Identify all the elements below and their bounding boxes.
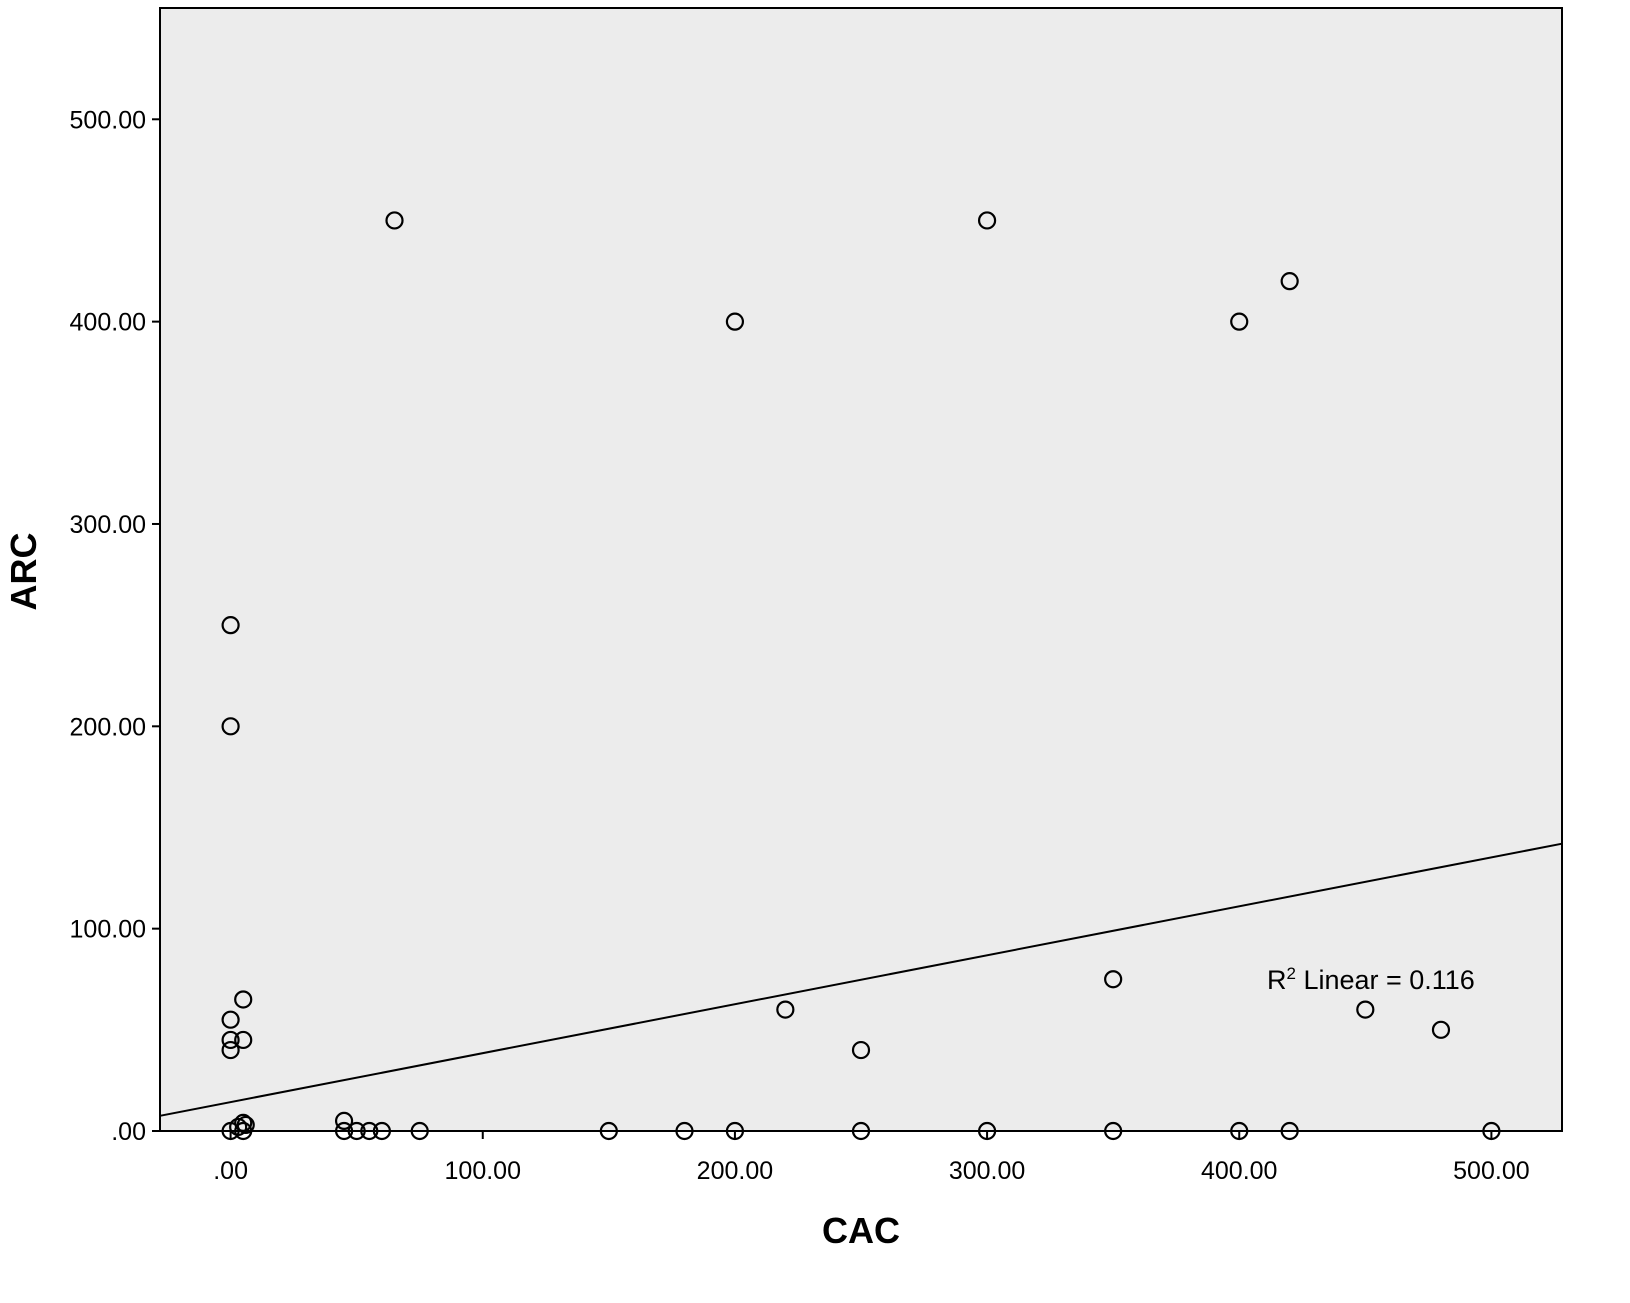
data-point — [221, 1040, 240, 1060]
y-tick-label: 300.00 — [70, 511, 146, 539]
data-point — [221, 1010, 240, 1029]
data-point — [234, 1113, 253, 1133]
data-point — [221, 717, 240, 736]
x-tick-label: 200.00 — [697, 1157, 773, 1185]
y-tick-label: 200.00 — [70, 713, 146, 741]
data-point — [229, 1117, 248, 1137]
x-axis-title: CAC — [822, 1210, 900, 1251]
data-point — [1431, 1020, 1451, 1039]
data-point — [347, 1121, 366, 1141]
x-tick-label: 500.00 — [1453, 1157, 1529, 1185]
data-point — [372, 1121, 391, 1141]
data-point — [410, 1121, 429, 1141]
data-point — [776, 1000, 795, 1019]
data-point — [599, 1121, 618, 1141]
y-tick-label: 400.00 — [70, 309, 146, 337]
fit-line-layer — [159, 842, 1563, 1117]
data-point — [1104, 1121, 1123, 1141]
data-point — [334, 1121, 354, 1141]
data-point — [360, 1121, 379, 1141]
x-tick-label: .00 — [213, 1157, 248, 1185]
data-point — [675, 1121, 694, 1141]
y-axis-title: ARC — [3, 533, 44, 611]
r-squared-annotation: R2 Linear = 0.116 — [1267, 964, 1475, 995]
data-point — [851, 1040, 871, 1060]
data-point — [977, 211, 997, 230]
data-point — [1280, 1121, 1299, 1141]
r-squared-superscript: 2 — [1286, 964, 1295, 983]
y-tick-label: 100.00 — [70, 916, 146, 944]
data-point — [1356, 1000, 1375, 1019]
points-layer — [221, 211, 1501, 1141]
x-tick-label: 300.00 — [949, 1157, 1025, 1185]
data-point — [334, 1111, 354, 1130]
y-axis: .00 100.00 200.00 300.00 400.00 500.00 — [70, 106, 160, 1146]
r-squared-text: Linear = 0.116 — [1296, 965, 1475, 995]
data-point — [234, 990, 253, 1009]
linear-fit-line — [159, 842, 1563, 1117]
data-point — [1230, 312, 1249, 331]
data-point — [221, 1030, 240, 1050]
y-tick-label: .00 — [111, 1118, 146, 1146]
data-point — [221, 616, 240, 635]
y-tick-label: 500.00 — [70, 106, 146, 134]
x-axis: .00 100.00 200.00 300.00 400.00 500.00 — [213, 1131, 1530, 1185]
plot-area — [159, 7, 1563, 1132]
data-point — [1280, 272, 1299, 291]
data-point — [234, 1121, 253, 1141]
x-tick-label: 100.00 — [445, 1157, 521, 1185]
data-point — [385, 211, 404, 230]
x-tick-label: 400.00 — [1201, 1157, 1277, 1185]
data-point — [1104, 970, 1123, 989]
r-squared-prefix: R — [1267, 965, 1287, 995]
data-point — [725, 312, 745, 331]
data-point — [234, 1030, 253, 1050]
data-point — [851, 1121, 871, 1141]
